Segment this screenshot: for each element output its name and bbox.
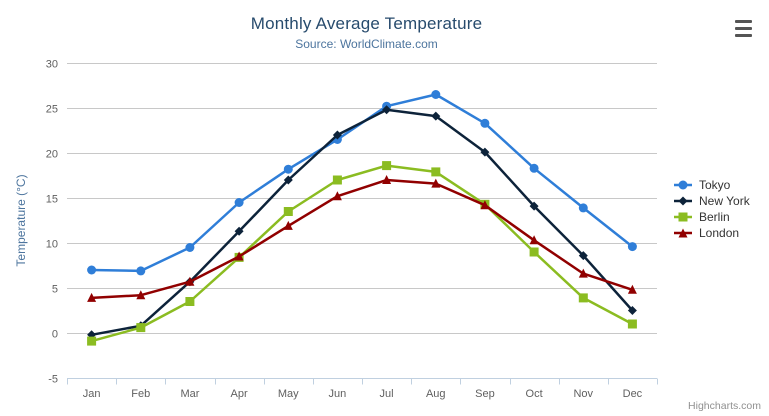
diamond-legend-marker-icon	[674, 196, 692, 206]
series-point-tokyo[interactable]	[627, 242, 637, 252]
square-legend-marker-icon	[674, 212, 692, 222]
y-axis-label: 25	[46, 104, 58, 116]
legend-item-label: New York	[699, 194, 750, 208]
chart-subtitle: Source: WorldClimate.com	[295, 37, 438, 51]
series-line-london	[90, 178, 634, 300]
series-point-tokyo[interactable]	[87, 265, 97, 275]
legend-item-label: Berlin	[699, 210, 730, 224]
series-line-new-york	[90, 108, 634, 337]
series-point-tokyo[interactable]	[480, 118, 490, 128]
series-point-new-york[interactable]	[283, 175, 293, 185]
series-point-berlin[interactable]	[283, 207, 293, 216]
series-point-berlin[interactable]	[382, 161, 392, 171]
series-point-london[interactable]	[283, 220, 293, 230]
series-point-new-york[interactable]	[431, 111, 441, 121]
y-axis-label: 20	[46, 149, 58, 161]
series-point-london[interactable]	[627, 284, 637, 294]
series-point-new-york[interactable]	[382, 105, 392, 115]
series-line-berlin	[90, 164, 634, 343]
series-point-tokyo[interactable]	[283, 164, 293, 174]
export-menu-button[interactable]	[735, 20, 754, 37]
series-point-london[interactable]	[185, 276, 195, 286]
series-line-tokyo	[90, 93, 634, 273]
series-point-new-york[interactable]	[578, 251, 588, 261]
hamburger-icon	[735, 20, 752, 23]
series-point-tokyo[interactable]	[578, 203, 588, 213]
series-point-london[interactable]	[234, 251, 244, 261]
y-axis-label: 5	[52, 284, 58, 296]
y-axis-label: -5	[48, 374, 58, 386]
series-point-tokyo[interactable]	[431, 90, 441, 99]
x-axis-label: Dec	[623, 388, 643, 400]
x-axis-label: Jun	[329, 388, 347, 400]
legend-item-london[interactable]: London	[672, 225, 750, 241]
series-point-london[interactable]	[529, 235, 539, 245]
series-point-london[interactable]	[382, 175, 392, 184]
series-point-berlin[interactable]	[185, 297, 195, 306]
legend-item-label: London	[699, 226, 740, 240]
y-axis-label: 10	[46, 239, 58, 251]
series-point-london[interactable]	[136, 290, 146, 300]
x-axis-label: Nov	[573, 388, 593, 400]
series-point-london[interactable]	[431, 178, 441, 188]
series-point-london[interactable]	[578, 268, 588, 278]
series-point-tokyo[interactable]	[185, 243, 195, 252]
hamburger-icon	[735, 27, 752, 30]
legend-item-label: Tokyo	[699, 178, 731, 192]
series-point-new-york[interactable]	[627, 306, 637, 315]
x-axis-label: Jan	[83, 388, 101, 400]
x-axis-label: Aug	[426, 388, 446, 400]
x-axis-label: Feb	[131, 388, 150, 400]
series-point-berlin[interactable]	[87, 336, 97, 346]
series-point-new-york[interactable]	[234, 226, 244, 236]
series-point-berlin[interactable]	[431, 167, 441, 177]
y-axis-label: 15	[46, 194, 58, 206]
series-point-berlin[interactable]	[627, 319, 637, 329]
chart-title: Monthly Average Temperature	[250, 14, 483, 33]
series-point-berlin[interactable]	[136, 323, 146, 333]
series-point-tokyo[interactable]	[136, 266, 146, 276]
circle-legend-marker-icon	[674, 180, 692, 190]
credits-link[interactable]: Highcharts.com	[688, 400, 761, 412]
y-axis-title: Temperature (°C)	[14, 174, 28, 266]
series-point-new-york[interactable]	[332, 130, 342, 140]
x-axis-label: Apr	[231, 388, 248, 400]
series-point-tokyo[interactable]	[529, 163, 539, 173]
x-axis-label: Mar	[180, 388, 199, 400]
series-point-berlin[interactable]	[332, 175, 342, 185]
series-point-london[interactable]	[480, 200, 490, 210]
x-axis-label: Oct	[526, 388, 543, 400]
series-point-london[interactable]	[332, 191, 342, 201]
y-axis-label: 30	[46, 59, 58, 71]
legend: Tokyo New York Berlin London	[672, 177, 750, 241]
x-axis-label: May	[278, 388, 299, 400]
hamburger-icon	[735, 34, 752, 37]
x-axis-label: Sep	[475, 388, 495, 400]
series-point-berlin[interactable]	[529, 247, 539, 257]
series-point-new-york[interactable]	[529, 201, 539, 211]
triangle-legend-marker-icon	[674, 228, 692, 238]
series-point-new-york[interactable]	[480, 147, 490, 157]
legend-item-new-york[interactable]: New York	[672, 193, 750, 209]
series-point-tokyo[interactable]	[234, 198, 244, 207]
legend-item-berlin[interactable]: Berlin	[672, 209, 750, 225]
y-axis-label: 0	[52, 329, 58, 341]
series-point-berlin[interactable]	[578, 293, 588, 303]
legend-item-tokyo[interactable]: Tokyo	[672, 177, 750, 193]
series-point-london[interactable]	[87, 292, 97, 302]
x-axis-label: Jul	[380, 388, 394, 400]
